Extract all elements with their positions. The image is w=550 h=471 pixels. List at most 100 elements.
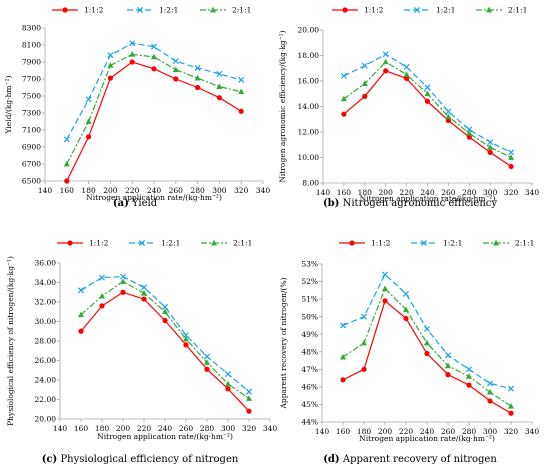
- data-point: [141, 296, 147, 302]
- data-point: [465, 366, 473, 373]
- data-point: [120, 289, 126, 295]
- data-point: [508, 163, 514, 170]
- data-point: [246, 395, 252, 401]
- legend-label: 2:1:1: [232, 6, 251, 15]
- data-point: [107, 75, 113, 81]
- x-tick-label: 200: [103, 186, 118, 195]
- data-point: [341, 111, 347, 117]
- data-point: [216, 83, 223, 90]
- data-point: [360, 313, 368, 320]
- caption-letter: (b): [323, 198, 339, 209]
- data-point: [63, 136, 70, 143]
- y-tick-label: 7700: [22, 75, 41, 84]
- legend-marker: [136, 6, 144, 14]
- chart-physiological-efficiency: 140 160 180 200 220 240 260 280 300 320 340 20.00 22…: [6, 239, 277, 465]
- data-point: [487, 388, 493, 395]
- data-point: [382, 298, 388, 304]
- y-tick-label: 20.00: [298, 26, 320, 35]
- data-point: [161, 303, 169, 310]
- data-point: [172, 58, 179, 65]
- series-line: [66, 53, 242, 165]
- x-tick-label: 160: [60, 186, 75, 195]
- x-tick-label: 300: [221, 424, 236, 433]
- y-tick-label: 24.00: [35, 376, 57, 385]
- data-point: [216, 95, 222, 101]
- x-tick-label: 300: [212, 186, 227, 195]
- x-tick-label: 260: [169, 186, 184, 195]
- data-point: [129, 51, 136, 57]
- series-line: [80, 275, 250, 393]
- data-point: [120, 278, 126, 284]
- x-tick-label: 300: [483, 427, 498, 436]
- data-point: [445, 108, 452, 115]
- x-tick-label: 260: [441, 188, 456, 197]
- legend-item: 1:1:2: [332, 6, 384, 15]
- legend-label: 1:1:2: [371, 239, 391, 248]
- data-point: [151, 66, 157, 72]
- data-point: [172, 66, 179, 73]
- legend-marker: [67, 240, 73, 246]
- data-point: [361, 62, 368, 69]
- legend-label: 1:1:2: [89, 239, 109, 248]
- data-point: [64, 178, 70, 184]
- data-point: [361, 366, 367, 372]
- x-tick-label: 200: [116, 424, 131, 433]
- legend-item: 1:1:2: [52, 6, 104, 15]
- chart-caption: (c) Physiological efficiency of nitrogen: [42, 454, 239, 465]
- legend-marker: [349, 240, 355, 246]
- y-tick-label: 50%: [301, 312, 318, 321]
- data-point: [107, 62, 114, 68]
- data-point: [150, 43, 158, 50]
- legend-marker: [211, 239, 217, 246]
- data-point: [424, 84, 431, 91]
- series-1:2:1: [340, 51, 515, 156]
- data-point: [98, 274, 106, 281]
- x-tick-label: 200: [379, 188, 394, 197]
- y-tick-label: 8.00: [302, 179, 319, 188]
- data-point: [151, 53, 157, 60]
- data-point: [424, 339, 430, 346]
- data-point: [99, 303, 105, 309]
- y-tick-label: 6700: [22, 160, 41, 169]
- data-point: [403, 71, 410, 78]
- chart-caption: (d) Apparent recovery of nitrogen: [323, 454, 497, 465]
- legend-marker: [493, 239, 499, 246]
- legend-label: 1:2:1: [159, 6, 178, 15]
- series-1:1:2: [64, 59, 244, 184]
- data-point: [162, 317, 168, 324]
- data-point: [225, 380, 231, 387]
- y-tick-label: 8100: [22, 41, 41, 50]
- series-2:1:1: [340, 285, 514, 409]
- legend-label: 1:2:1: [161, 239, 180, 248]
- y-tick-label: 28.00: [35, 337, 57, 346]
- x-tick-label: 280: [462, 427, 477, 436]
- data-point: [404, 75, 410, 82]
- series-2:1:1: [78, 278, 252, 401]
- data-point: [194, 74, 201, 81]
- legend-marker: [413, 6, 421, 14]
- y-tick-label: 36.00: [35, 259, 57, 268]
- series-2:1:1: [63, 51, 245, 167]
- data-point: [340, 353, 346, 360]
- data-point: [445, 113, 452, 120]
- x-tick-label: 140: [315, 427, 330, 436]
- series-1:2:1: [77, 273, 253, 395]
- caption-letter: (d): [323, 454, 339, 465]
- x-tick-label: 260: [179, 424, 194, 433]
- chart-yield: 140 160 180 200 220 240 260 280 300 320 340 6500 670…: [4, 6, 270, 209]
- legend-item: 1:2:1: [404, 6, 455, 15]
- y-tick-label: 34.00: [35, 278, 57, 287]
- series-1:2:1: [63, 40, 245, 143]
- y-tick-label: 10.00: [298, 153, 320, 162]
- data-point: [445, 117, 451, 124]
- data-point: [402, 290, 410, 297]
- data-point: [129, 59, 135, 65]
- y-tick-label: 44%: [301, 418, 318, 427]
- x-tick-label: 220: [399, 188, 414, 197]
- data-point: [129, 40, 136, 47]
- y-tick-label: 14.00: [298, 102, 320, 111]
- y-tick-label: 26.00: [35, 356, 57, 365]
- data-point: [508, 403, 514, 409]
- caption-letter: (c): [42, 454, 58, 465]
- y-tick-label: 46%: [301, 382, 318, 391]
